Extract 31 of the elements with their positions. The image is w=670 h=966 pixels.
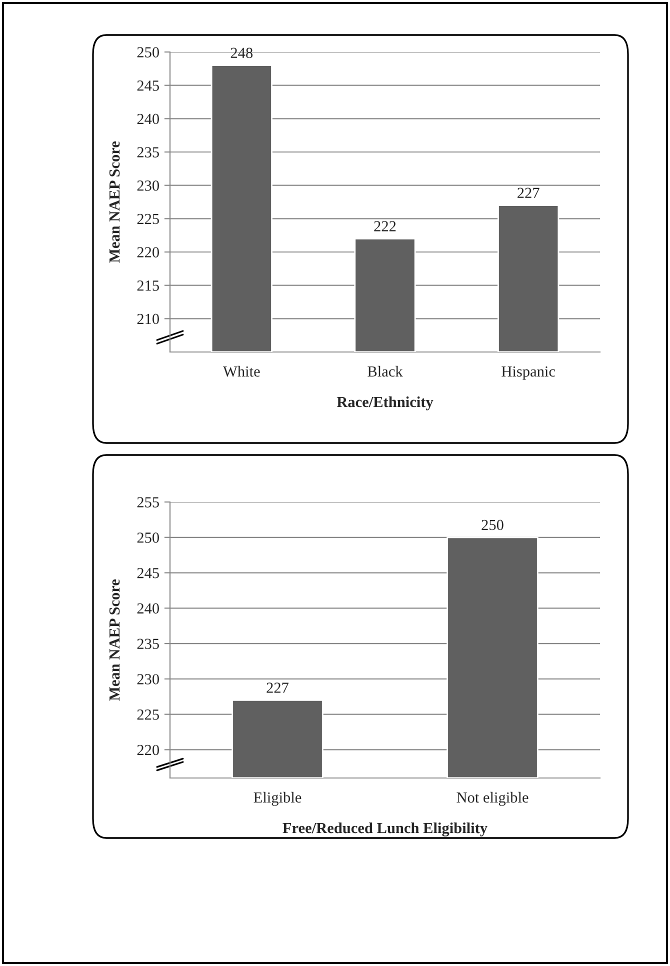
y-tick-label: 235 [137, 638, 159, 649]
y-tick-label: 220 [137, 744, 159, 756]
x-tick-label: Black [368, 366, 403, 377]
y-tick-label: 210 [137, 314, 159, 324]
y-tick-label: 230 [137, 674, 159, 684]
data-label: 227 [266, 682, 289, 693]
x-axis-title: Race/Ethnicity [336, 396, 434, 410]
x-axis-title: Free/Reduced Lunch Eligibility [282, 822, 488, 836]
y-tick-label: 240 [137, 603, 159, 614]
y-axis-title: Mean NAEP Score [109, 579, 120, 701]
x-tick-label: Hispanic [502, 366, 556, 380]
y-tick-label: 245 [137, 568, 159, 578]
y-tick-label: 250 [137, 532, 159, 543]
y-tick-label: 250 [137, 47, 159, 58]
y-tick-label: 220 [137, 247, 159, 258]
x-tick-label: Eligible [254, 792, 302, 806]
x-tick-label: White [223, 366, 260, 377]
y-tick-label: 240 [137, 114, 159, 124]
y-axis-title: Mean NAEP Score [109, 141, 120, 263]
y-tick-label: 235 [137, 147, 159, 158]
y-tick-label: 225 [137, 709, 159, 720]
data-label: 222 [374, 221, 396, 232]
x-tick-label: Not eligible [456, 792, 528, 806]
data-label: 250 [482, 520, 504, 530]
y-tick-label: 230 [137, 180, 159, 191]
data-label: 248 [230, 48, 253, 58]
y-tick-label: 215 [137, 280, 159, 291]
y-tick-label: 225 [137, 214, 159, 224]
y-tick-label: 245 [137, 80, 159, 91]
data-label: 227 [518, 188, 540, 198]
y-tick-label: 255 [137, 497, 159, 508]
